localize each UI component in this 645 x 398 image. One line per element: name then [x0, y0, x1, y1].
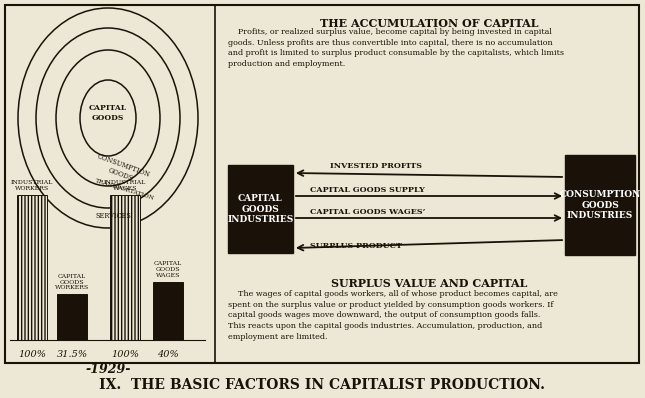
Bar: [110, 195, 140, 340]
Text: CONSUMPTION
GOODS: CONSUMPTION GOODS: [93, 152, 152, 188]
Text: CAPITAL GOODS SUPPLY: CAPITAL GOODS SUPPLY: [310, 186, 425, 194]
Text: 100%: 100%: [18, 350, 46, 359]
Text: INDUSTRIAL
WAGES: INDUSTRIAL WAGES: [104, 180, 146, 191]
Text: 100%: 100%: [111, 350, 139, 359]
Text: TRANSPORTATION: TRANSPORTATION: [95, 179, 155, 201]
Text: 40%: 40%: [157, 350, 179, 359]
Text: CONSUMPTION
GOODS
INDUSTRIES: CONSUMPTION GOODS INDUSTRIES: [559, 190, 640, 220]
Text: SURPLUS VALUE AND CAPITAL: SURPLUS VALUE AND CAPITAL: [331, 278, 527, 289]
Bar: [228, 165, 293, 253]
Bar: [17, 195, 47, 340]
Bar: [565, 155, 635, 255]
Text: -1929-: -1929-: [85, 363, 131, 376]
Text: THE ACCUMULATION OF CAPITAL: THE ACCUMULATION OF CAPITAL: [320, 18, 538, 29]
Text: CAPITAL
GOODS
WORKERS: CAPITAL GOODS WORKERS: [55, 274, 89, 290]
Text: The wages of capital goods workers, all of whose product becomes capital, are
sp: The wages of capital goods workers, all …: [228, 290, 558, 341]
Text: CAPITAL
GOODS
INDUSTRIES: CAPITAL GOODS INDUSTRIES: [228, 194, 293, 224]
Bar: [153, 282, 183, 340]
Bar: [5, 5, 639, 363]
Text: INDUSTRIAL
WORKERS: INDUSTRIAL WORKERS: [11, 180, 53, 191]
Text: CAPITAL
GOODS
WAGES: CAPITAL GOODS WAGES: [154, 261, 182, 278]
Text: INVESTED PROFITS: INVESTED PROFITS: [330, 162, 422, 170]
Text: CAPITAL
GOODS: CAPITAL GOODS: [89, 104, 127, 122]
Text: Profits, or realized surplus value, become capital by being invested in capital
: Profits, or realized surplus value, beco…: [228, 28, 564, 68]
Text: SERVICES: SERVICES: [95, 212, 131, 220]
Text: IX.  THE BASIC FACTORS IN CAPITALIST PRODUCTION.: IX. THE BASIC FACTORS IN CAPITALIST PROD…: [99, 378, 545, 392]
Text: SURPLUS PRODUCT: SURPLUS PRODUCT: [310, 242, 402, 250]
Text: 31.5%: 31.5%: [57, 350, 88, 359]
Bar: [57, 295, 87, 340]
Text: CAPITAL GOODS WAGES’: CAPITAL GOODS WAGES’: [310, 208, 425, 216]
